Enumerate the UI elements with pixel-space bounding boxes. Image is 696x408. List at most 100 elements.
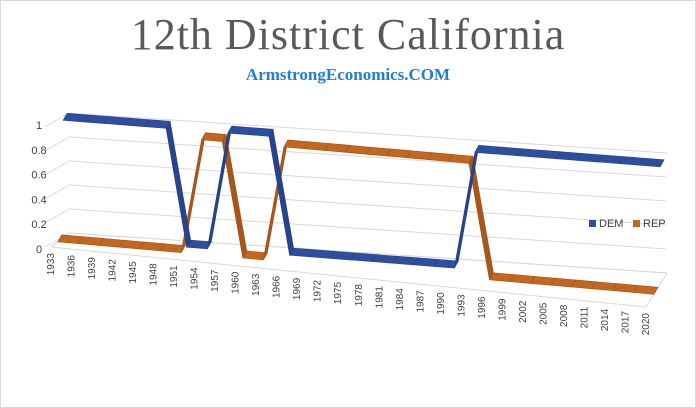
- ribbon-segment: [62, 112, 89, 123]
- x-tick-label: 1999: [497, 298, 508, 321]
- x-tick-label: 1987: [415, 290, 426, 313]
- ribbon-segment: [474, 144, 500, 155]
- ribbon-segment: [571, 279, 597, 290]
- x-tick-label: 2020: [641, 313, 652, 336]
- x-tick-label: 2017: [620, 310, 631, 333]
- x-tick-label: 1939: [87, 257, 98, 280]
- ribbon-segment: [530, 276, 556, 286]
- y-tick-label: 0.4: [31, 194, 46, 206]
- x-tick-label: 1993: [456, 294, 467, 317]
- ribbon-segment: [350, 252, 377, 262]
- ribbon-segment: [98, 238, 124, 248]
- ribbon-segment: [247, 127, 274, 137]
- ribbon-segment: [303, 141, 330, 151]
- ribbon-segment: [289, 247, 315, 258]
- gridline: [68, 160, 668, 202]
- gridline: [68, 184, 668, 226]
- x-tick-label: 1942: [108, 259, 119, 282]
- ribbon-segment: [632, 285, 659, 295]
- series-rep: [57, 132, 659, 295]
- x-tick-label: 1936: [67, 255, 78, 278]
- x-tick-label: 2008: [559, 304, 570, 327]
- x-tick-label: 1957: [210, 269, 221, 292]
- gridline-side: [44, 208, 70, 224]
- floor-back-edge: [68, 232, 668, 274]
- ribbon-segment: [371, 254, 397, 264]
- ribbon-segment: [227, 125, 253, 136]
- ribbon-segment: [406, 150, 433, 160]
- x-tick-label: 1960: [231, 271, 242, 294]
- ribbon-segment: [365, 146, 392, 157]
- x-tick-label: 1933: [46, 253, 57, 276]
- ribbon-segment: [268, 128, 294, 257]
- ribbon-segment: [165, 120, 192, 249]
- ribbon-segment: [515, 148, 542, 158]
- y-tick-label: 0.2: [31, 219, 46, 231]
- x-tick-label: 1996: [477, 296, 488, 319]
- ribbon-segment: [283, 139, 309, 150]
- gridline-side: [44, 184, 70, 200]
- x-tick-label: 1966: [272, 275, 283, 298]
- x-tick-label: 2011: [579, 306, 590, 328]
- ribbon-segment: [591, 281, 618, 291]
- ribbon-segment: [392, 255, 418, 266]
- x-tick-label: 1975: [333, 282, 344, 305]
- gridline: [68, 112, 668, 154]
- x-tick-label: 1990: [436, 292, 447, 315]
- x-tick-label: 1951: [169, 265, 180, 288]
- ribbon-segment: [201, 132, 227, 142]
- legend-label-dem: DEM: [599, 218, 623, 230]
- x-tick-label: 1984: [395, 288, 406, 311]
- ribbon-segment: [597, 154, 624, 164]
- x-tick-label: 2005: [538, 302, 549, 325]
- x-tick-label: 1972: [313, 279, 324, 302]
- ribbon-segment: [509, 274, 535, 284]
- ribbon-segment: [495, 146, 521, 156]
- ribbon-segment: [83, 114, 109, 124]
- x-tick-label: 1978: [354, 284, 365, 307]
- ribbon-segment: [488, 272, 515, 282]
- ribbon-segment: [550, 277, 577, 288]
- gridline-side: [44, 112, 70, 128]
- x-tick-label: 1948: [149, 263, 160, 286]
- x-tick-label: 2014: [600, 308, 611, 331]
- chart-title: 12th District California: [130, 10, 566, 59]
- ribbon-segment: [77, 236, 104, 246]
- chart-subtitle: ArmstrongEconomics.COM: [245, 65, 451, 84]
- x-tick-label: 1981: [374, 286, 385, 309]
- ribbon-segment: [139, 241, 165, 252]
- ribbon-segment: [124, 117, 150, 128]
- y-tick-label: 0.8: [31, 145, 46, 157]
- gridline-side: [44, 136, 70, 152]
- y-tick-label: 0: [36, 244, 42, 256]
- legend-swatch-rep: [633, 220, 640, 227]
- ribbon-segment: [345, 144, 371, 155]
- ribbon-segment: [309, 249, 336, 259]
- ribbon-segment: [103, 116, 130, 126]
- x-tick-label: 2002: [518, 300, 529, 323]
- x-tick-label: 1963: [251, 273, 262, 296]
- floor-edge: [50, 246, 647, 308]
- x-tick-label: 1954: [190, 267, 201, 290]
- ribbon-segment: [577, 153, 603, 163]
- ribbon-segment: [330, 251, 356, 261]
- y-tick-label: 1: [36, 120, 42, 132]
- gridline-side: [44, 160, 70, 176]
- ribbon-segment: [427, 152, 453, 162]
- ribbon-segment: [556, 151, 583, 161]
- legend-label-rep: REP: [643, 218, 666, 230]
- ribbon-segment: [324, 143, 350, 153]
- x-tick-label: 1945: [128, 261, 139, 284]
- ribbon-segment: [447, 154, 474, 164]
- ribbon-segment: [612, 283, 638, 293]
- ribbon-segment: [118, 239, 145, 250]
- ribbon-segment: [207, 125, 233, 249]
- ribbon-segment: [145, 119, 171, 129]
- ribbon-segment: [639, 157, 665, 168]
- ribbon-segment: [57, 234, 83, 244]
- ribbon-segment: [386, 148, 412, 159]
- ribbon-segment: [618, 156, 645, 166]
- x-tick-label: 1969: [292, 277, 303, 300]
